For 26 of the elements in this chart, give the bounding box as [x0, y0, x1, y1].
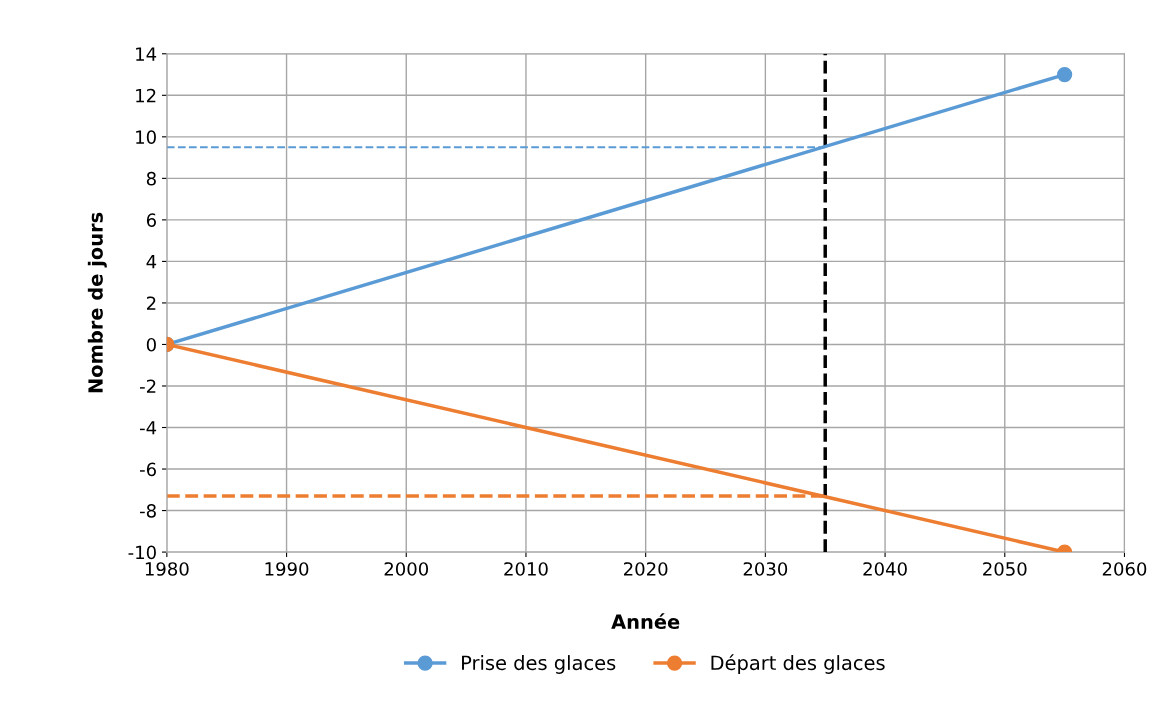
y-tick-label: 0	[146, 337, 156, 352]
y-axis-title: Nombre de jours	[87, 212, 107, 393]
y-tick-label: -6	[140, 462, 156, 477]
y-tick-label: 2	[146, 296, 156, 310]
y-tick-label: -2	[140, 379, 156, 393]
x-axis-title: Année	[611, 613, 680, 630]
y-tick-label: 14	[136, 47, 157, 61]
x-tick-label: 2040	[863, 562, 907, 576]
legend-label: Prise des glaces	[462, 655, 616, 674]
x-tick-label: 1990	[265, 562, 309, 576]
y-tick-label: 4	[146, 255, 157, 269]
y-tick-label: -8	[140, 504, 156, 518]
y-tick-label: -10	[128, 545, 156, 560]
x-tick-label: 2060	[1102, 562, 1147, 576]
y-tick-label: 6	[146, 213, 156, 227]
x-tick-label: 2010	[504, 562, 548, 576]
y-tick-label: 12	[136, 88, 156, 103]
y-tick-label: -4	[140, 421, 157, 435]
x-tick-label: 2000	[384, 562, 429, 576]
legend-label: Départ des glaces	[711, 654, 885, 674]
x-tick-label: 2050	[983, 562, 1027, 576]
x-tick-label: 1980	[145, 562, 189, 576]
x-tick-label: 2020	[624, 562, 668, 576]
y-tick-label: 8	[146, 171, 156, 186]
x-tick-label: 2030	[743, 562, 788, 576]
y-tick-label: 10	[136, 130, 156, 144]
